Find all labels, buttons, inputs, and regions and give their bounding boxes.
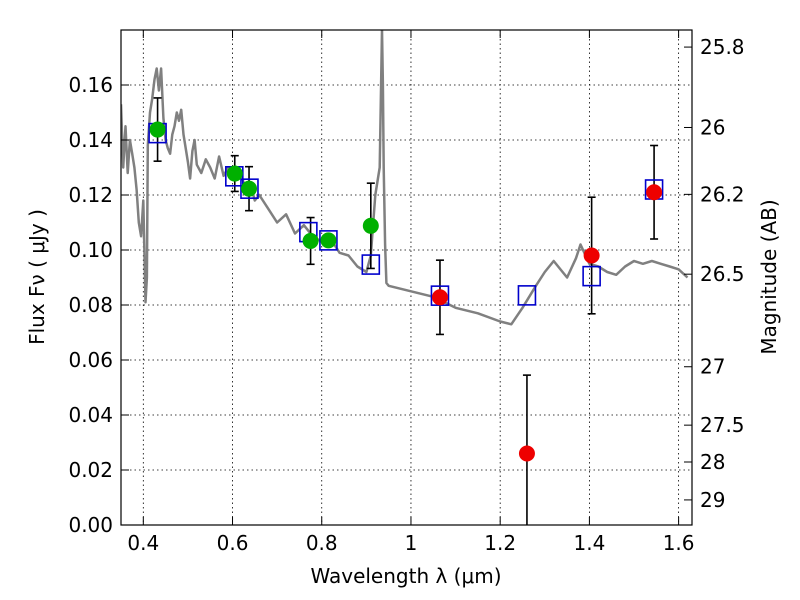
observed-flux-point xyxy=(362,217,379,234)
axes xyxy=(120,29,693,526)
y-tick-label: 0.04 xyxy=(68,403,113,427)
observed-flux-points xyxy=(149,121,663,462)
x-tick-label: 0.8 xyxy=(306,531,338,555)
error-bars xyxy=(153,97,659,525)
x-tick-label: 1.4 xyxy=(573,531,605,555)
tick-labels: 0.4 0.6 0.8 1 1.2 1.4 1.6 0.00 0.02 0.04 0.06 0.08 0… xyxy=(68,35,744,555)
x-tick-label: 0.4 xyxy=(127,531,159,555)
y2-tick-label: 28 xyxy=(700,450,725,474)
y-tick-label: 0.06 xyxy=(68,348,113,372)
grid xyxy=(121,30,692,526)
y-tick-label: 0.12 xyxy=(68,183,113,207)
observed-flux-point xyxy=(149,121,166,138)
y-tick-label: 0.14 xyxy=(68,128,113,152)
observed-flux-point xyxy=(226,165,243,182)
x-tick-label: 1.2 xyxy=(484,531,516,555)
x-tick-label: 1.6 xyxy=(663,531,695,555)
model-photometry-square xyxy=(517,285,537,306)
observed-flux-point xyxy=(302,232,319,249)
model-spectrum-line xyxy=(121,30,689,326)
model-spectrum xyxy=(121,30,689,326)
observed-flux-point xyxy=(646,184,663,201)
y2-tick-label: 29 xyxy=(700,488,725,512)
observed-flux-point xyxy=(583,247,600,264)
y-tick-label: 0.02 xyxy=(68,458,113,482)
plot-frame xyxy=(120,29,693,526)
y2-tick-label: 25.8 xyxy=(700,35,745,59)
y2-tick-label: 26.5 xyxy=(700,262,745,286)
observed-flux-point xyxy=(320,232,337,249)
y-tick-label: 0.10 xyxy=(68,238,113,262)
x-tick-label: 1 xyxy=(405,531,418,555)
y2-tick-label: 27 xyxy=(700,355,725,379)
y2-tick-label: 26 xyxy=(700,115,725,139)
model-photometry-square xyxy=(582,265,601,287)
right-axis-label: Magnitude (AB) xyxy=(757,199,781,354)
observed-flux-point xyxy=(431,289,448,306)
model-photometry-markers xyxy=(148,122,664,306)
y-tick-label: 0.16 xyxy=(68,73,113,97)
x-tick-label: 0.6 xyxy=(217,531,249,555)
model-photometry-square xyxy=(240,178,259,199)
model-photometry-square xyxy=(361,254,381,275)
y-axis-label: Flux Fν ( μJy ) xyxy=(25,209,49,345)
y2-tick-label: 27.5 xyxy=(700,413,745,437)
observed-flux-point xyxy=(518,445,535,462)
y2-tick-label: 26.2 xyxy=(700,182,745,206)
y-tick-label: 0.00 xyxy=(68,513,113,537)
x-axis-label: Wavelength λ (μm) xyxy=(310,564,501,588)
model-photometry-square xyxy=(319,230,338,251)
observed-flux-point xyxy=(241,180,258,197)
y-tick-label: 0.08 xyxy=(68,293,113,317)
